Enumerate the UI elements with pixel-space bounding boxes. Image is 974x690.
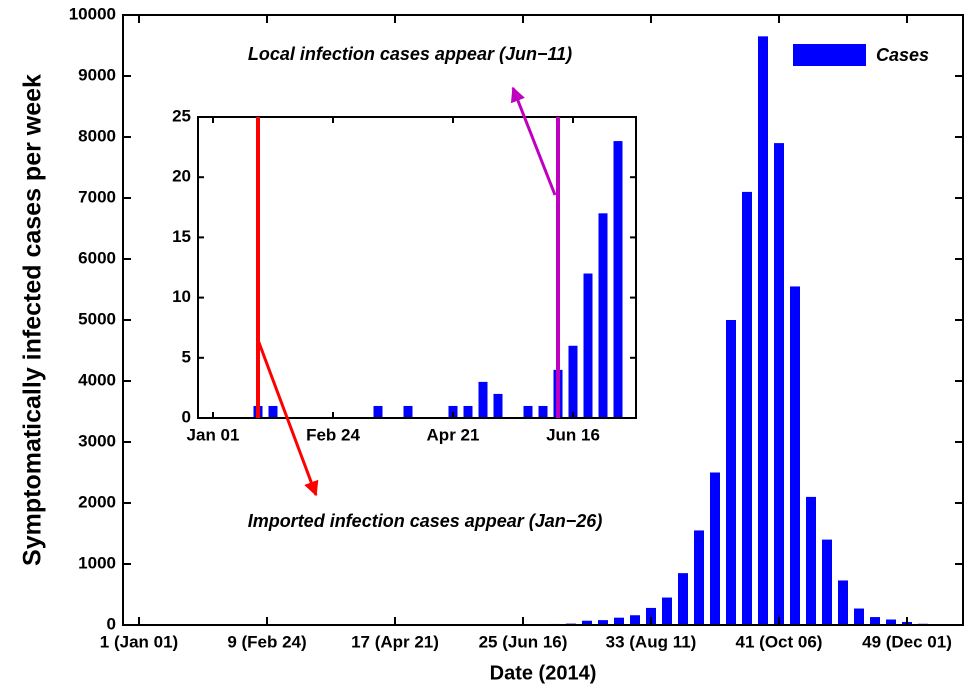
y-tick-label: 7000 <box>78 187 116 206</box>
bar <box>448 405 458 418</box>
x-tick-label: Jan 01 <box>187 425 240 444</box>
bar <box>598 213 608 418</box>
bar <box>710 472 720 625</box>
bar <box>854 608 864 625</box>
y-tick-label: 2000 <box>78 492 116 511</box>
bar <box>822 539 832 625</box>
y-tick-label: 5 <box>182 347 191 366</box>
bar <box>598 620 608 625</box>
legend-swatch <box>793 44 866 66</box>
annotation-text: Imported infection cases appear (Jan−26) <box>248 511 603 531</box>
y-tick-label: 10 <box>172 287 191 306</box>
x-tick-label: Feb 24 <box>306 425 360 444</box>
y-tick-label: 3000 <box>78 431 116 450</box>
x-tick-label: Apr 21 <box>427 425 480 444</box>
bar <box>614 617 624 625</box>
inset-background <box>198 117 636 418</box>
y-tick-label: 0 <box>107 614 116 633</box>
x-tick-label: 17 (Apr 21) <box>351 632 439 651</box>
bar <box>726 320 736 625</box>
y-tick-label: 0 <box>182 407 191 426</box>
bar <box>568 345 578 418</box>
bar <box>870 617 880 625</box>
x-tick-label: 9 (Feb 24) <box>227 632 306 651</box>
bar <box>613 141 623 418</box>
bar <box>463 405 473 418</box>
y-tick-label: 1000 <box>78 553 116 572</box>
y-tick-label: 5000 <box>78 309 116 328</box>
legend-label: Cases <box>876 45 929 65</box>
bar <box>838 580 848 625</box>
bar <box>493 393 503 418</box>
bar <box>268 405 278 418</box>
y-tick-label: 8000 <box>78 126 116 145</box>
bar <box>403 405 413 418</box>
y-tick-label: 9000 <box>78 65 116 84</box>
x-tick-label: 49 (Dec 01) <box>862 632 952 651</box>
x-tick-label: 1 (Jan 01) <box>100 632 178 651</box>
annotation-text: Local infection cases appear (Jun−11) <box>248 44 572 64</box>
bar <box>582 620 592 625</box>
bar <box>630 615 640 625</box>
y-tick-label: 15 <box>172 227 191 246</box>
bar <box>646 607 656 625</box>
annotation-arrow <box>256 339 319 497</box>
bar <box>742 191 752 625</box>
x-tick-label: 41 (Oct 06) <box>736 632 823 651</box>
bar <box>806 496 816 625</box>
annotation-arrow <box>510 86 557 196</box>
x-tick-label: 33 (Aug 11) <box>606 632 697 651</box>
y-axis-label: Symptomatically infected cases per week <box>19 74 47 566</box>
bar <box>790 286 800 625</box>
bar <box>538 405 548 418</box>
bar <box>678 573 688 625</box>
bar <box>758 36 768 626</box>
y-tick-label: 25 <box>172 106 191 125</box>
y-tick-label: 6000 <box>78 248 116 267</box>
x-axis-label: Date (2014) <box>490 662 597 684</box>
x-tick-label: Jun 16 <box>546 425 600 444</box>
y-tick-label: 10000 <box>69 4 116 23</box>
bar <box>583 273 593 418</box>
plot-frame <box>197 116 637 419</box>
y-tick-label: 4000 <box>78 370 116 389</box>
bar <box>523 405 533 418</box>
bar <box>662 597 672 625</box>
bar <box>373 405 383 418</box>
bar <box>478 381 488 418</box>
x-tick-label: 25 (Jun 16) <box>479 632 568 651</box>
bar <box>774 143 784 625</box>
bar <box>886 619 896 625</box>
bar <box>694 530 704 625</box>
y-tick-label: 20 <box>172 167 191 186</box>
